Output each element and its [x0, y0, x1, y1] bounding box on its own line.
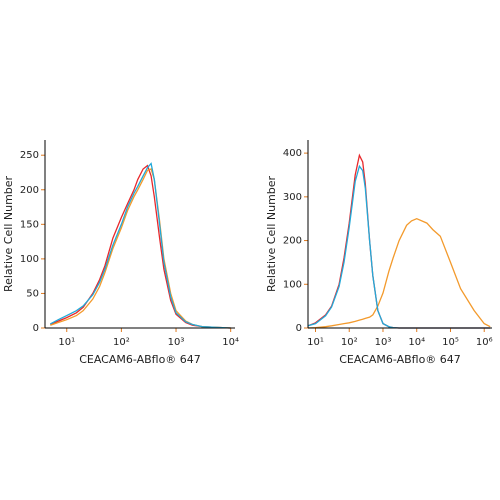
- x-tick-label: 10²: [113, 337, 130, 348]
- x-axis-title: CEACAM6-ABflo® 647: [79, 353, 201, 366]
- y-tick-label: 100: [283, 279, 302, 290]
- y-axis-title: Relative Cell Number: [2, 175, 15, 292]
- y-axis-title: Relative Cell Number: [265, 175, 278, 292]
- y-tick-label: 250: [20, 150, 39, 161]
- y-tick-label: 50: [26, 288, 39, 299]
- x-tick-label: 10⁴: [222, 337, 239, 348]
- histogram-line: [50, 168, 231, 329]
- y-tick-label: 200: [20, 185, 39, 196]
- y-tick-label: 200: [283, 236, 302, 247]
- x-tick-label: 10³: [168, 337, 185, 348]
- histogram-line: [307, 217, 491, 329]
- x-tick-label: 10⁵: [442, 337, 459, 348]
- histogram-line: [50, 164, 231, 329]
- y-tick-label: 0: [296, 323, 302, 334]
- y-tick-label: 100: [20, 254, 39, 265]
- x-tick-label: 10³: [375, 337, 392, 348]
- x-axis-title: CEACAM6-ABflo® 647: [339, 353, 461, 366]
- x-tick-label: 10¹: [307, 337, 324, 348]
- histogram-line: [49, 162, 231, 329]
- x-tick-label: 10¹: [58, 337, 75, 348]
- y-tick-label: 400: [283, 148, 302, 159]
- y-tick-label: 0: [33, 323, 39, 334]
- x-tick-label: 10⁴: [408, 337, 425, 348]
- y-tick-label: 300: [283, 192, 302, 203]
- x-tick-label: 10⁶: [476, 337, 493, 348]
- y-tick-label: 150: [20, 219, 39, 230]
- histogram-line: [307, 164, 491, 329]
- x-tick-label: 10²: [341, 337, 358, 348]
